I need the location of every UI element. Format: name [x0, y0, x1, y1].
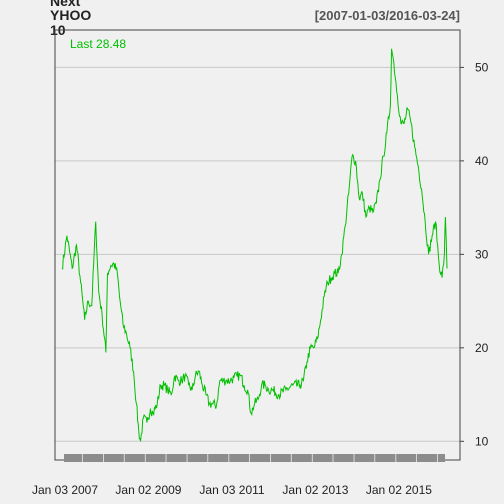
- grid-lines: [55, 66, 460, 442]
- y-tick-label: 40: [475, 154, 489, 168]
- last-value-label: Last 28.48: [70, 37, 126, 51]
- y-tick-label: 20: [475, 341, 489, 355]
- y-axis-ticks: 10 20 30 40 50: [460, 60, 489, 448]
- x-tick-label: Jan 02 2015: [366, 483, 432, 497]
- date-range-label: [2007-01-03/2016-03-24]: [315, 8, 460, 23]
- x-tick-label: Jan 03 2011: [199, 483, 264, 497]
- y-tick-label: 50: [475, 60, 489, 74]
- y-tick-label: 30: [475, 247, 489, 261]
- x-tick-label: Jan 02 2013: [282, 483, 348, 497]
- chart-title-line-2: YHOO: [50, 7, 91, 23]
- x-tick-label: Jan 02 2009: [115, 483, 181, 497]
- chart-title-line-1: Next: [50, 0, 81, 9]
- y-tick-label: 10: [475, 434, 489, 448]
- time-axis-bar: [64, 454, 445, 462]
- x-tick-label: Jan 03 2007: [32, 483, 98, 497]
- series-layer: [61, 48, 448, 442]
- series-line: [61, 48, 448, 442]
- x-axis-ticks: Jan 03 2007 Jan 02 2009 Jan 03 2011 Jan 02 …: [32, 483, 432, 497]
- time-bar: [64, 454, 445, 462]
